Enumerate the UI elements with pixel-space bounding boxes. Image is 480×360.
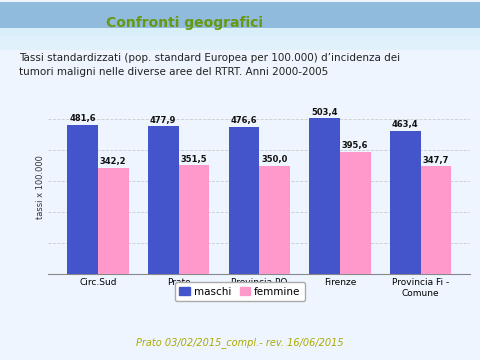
Bar xyxy=(98,168,129,274)
Text: Confronti geografici: Confronti geografici xyxy=(106,17,263,31)
Text: 351,5: 351,5 xyxy=(180,154,207,163)
Text: 350,0: 350,0 xyxy=(261,155,288,164)
Bar xyxy=(148,126,179,274)
Text: 481,6: 481,6 xyxy=(69,114,96,123)
Bar xyxy=(67,125,98,274)
Bar xyxy=(420,166,451,274)
Y-axis label: tassi x 100.000: tassi x 100.000 xyxy=(36,155,45,219)
Bar xyxy=(228,126,259,274)
Text: 395,6: 395,6 xyxy=(342,141,369,150)
Text: 347,7: 347,7 xyxy=(423,156,449,165)
Bar xyxy=(0,36,480,50)
Bar xyxy=(259,166,290,274)
Text: 477,9: 477,9 xyxy=(150,116,176,125)
Bar xyxy=(0,3,480,28)
Text: Prato 03/02/2015_compl.- rev. 16/06/2015: Prato 03/02/2015_compl.- rev. 16/06/2015 xyxy=(136,337,344,348)
Text: 463,4: 463,4 xyxy=(392,120,419,129)
Bar xyxy=(309,118,340,274)
Text: Tassi standardizzati (pop. standard Europea per 100.000) d’incidenza dei
tumori : Tassi standardizzati (pop. standard Euro… xyxy=(19,53,400,77)
Text: 476,6: 476,6 xyxy=(230,116,257,125)
Legend: maschi, femmine: maschi, femmine xyxy=(175,282,305,301)
Bar xyxy=(0,28,480,50)
Text: 503,4: 503,4 xyxy=(312,108,338,117)
Bar xyxy=(340,152,371,274)
Text: 342,2: 342,2 xyxy=(100,157,127,166)
Bar xyxy=(390,131,420,274)
Bar xyxy=(179,165,209,274)
